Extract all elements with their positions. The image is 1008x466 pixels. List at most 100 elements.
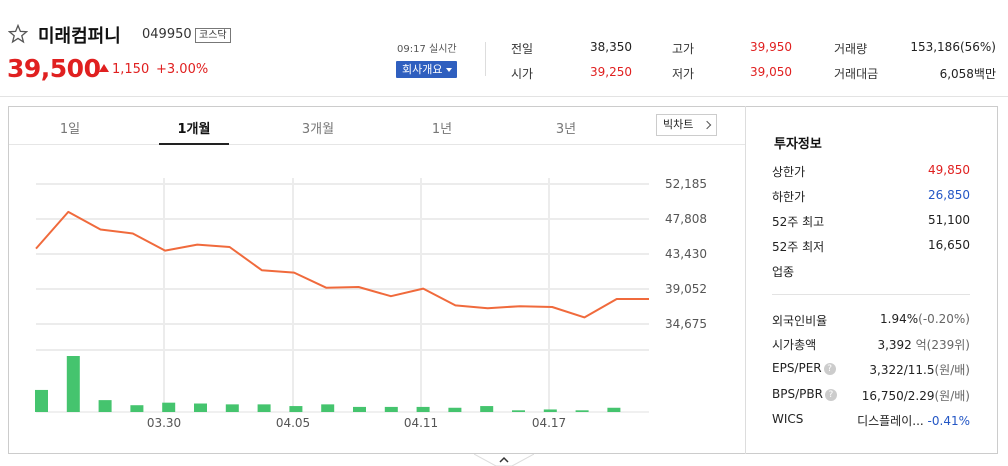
industry-label: 업종 xyxy=(772,265,795,279)
volume-bar xyxy=(225,404,239,412)
low-value: 39,050 xyxy=(750,65,792,79)
caret-down-icon xyxy=(446,68,452,72)
tab-bar-divider xyxy=(9,144,745,145)
volume-bar xyxy=(194,403,207,412)
invest-info-title: 투자정보 xyxy=(774,137,822,152)
x-tick-label: 04.17 xyxy=(532,416,566,430)
foreign-ratio-row: 외국인비율 1.94%(-0.20%) xyxy=(772,312,970,330)
lower-limit-value: 26,850 xyxy=(928,188,970,202)
turnover-label: 거래대금 xyxy=(834,67,879,81)
open-value: 39,250 xyxy=(590,65,632,79)
company-info-button[interactable]: 회사개요 xyxy=(396,61,457,78)
volume-bar xyxy=(543,409,557,412)
volume-value: 153,186(56%) xyxy=(910,40,996,54)
volume-bar xyxy=(98,400,112,412)
volume-bar xyxy=(353,406,366,412)
prev-close-value: 38,350 xyxy=(590,40,632,54)
wics-row: WICS 디스플레이... -0.41% xyxy=(772,412,970,430)
realtime-timestamp: 09:17 실시간 xyxy=(397,44,457,55)
volume-bar xyxy=(162,402,176,412)
price-change-pct: +3.00% xyxy=(156,62,209,77)
lower-limit-label: 하한가 xyxy=(772,190,806,204)
market-cap-value: 3,392 xyxy=(877,338,912,352)
help-icon[interactable]: ? xyxy=(824,389,837,401)
active-tab-indicator xyxy=(159,143,229,145)
volume-bar xyxy=(66,356,80,412)
bps-pbr-row: BPS/PBR? 16,750/2.29(원/배) xyxy=(772,387,970,405)
volume-bar xyxy=(575,410,589,412)
price-line xyxy=(35,210,649,319)
tab-3year[interactable]: 3년 xyxy=(555,122,577,137)
panel-divider xyxy=(745,106,746,454)
market-cap-row: 시가총액 3,392 억(239위) xyxy=(772,336,970,354)
collapse-chevron-icon[interactable] xyxy=(474,454,534,466)
stock-chart[interactable]: 52,185 47,808 43,430 39,052 34,675 03.30 04.05… xyxy=(9,146,745,453)
industry-row[interactable]: 업종 xyxy=(772,263,970,281)
volume-bar xyxy=(416,406,430,412)
upper-limit-value: 49,850 xyxy=(928,163,970,177)
bps-pbr-value: 16,750/2.29 xyxy=(861,389,935,403)
low-label: 저가 xyxy=(672,67,695,81)
tab-1day[interactable]: 1일 xyxy=(59,122,81,137)
bps-pbr-label: BPS/PBR xyxy=(772,387,823,401)
tab-1month[interactable]: 1개월 xyxy=(177,122,211,137)
chevron-right-icon xyxy=(702,120,712,130)
wics-label: WICS xyxy=(772,412,804,426)
wics-change: -0.41% xyxy=(927,414,970,428)
stock-code: 049950 xyxy=(142,27,192,42)
market-cap-unit: 억(239위) xyxy=(915,338,970,352)
market-badge: 코스닥 xyxy=(195,28,231,43)
big-chart-button[interactable]: 빅차트 xyxy=(656,114,717,136)
wics-value[interactable]: 디스플레이... xyxy=(857,414,924,428)
divider xyxy=(485,42,486,76)
volume-bar xyxy=(384,406,398,412)
volume-bar xyxy=(321,404,335,412)
company-info-label: 회사개요 xyxy=(402,63,443,76)
volume-bar xyxy=(35,389,48,412)
low-52w-row: 52주 최저 16,650 xyxy=(772,238,970,256)
eps-per-label: EPS/PER xyxy=(772,361,822,375)
prev-close-label: 전일 xyxy=(511,42,534,56)
x-tick-label: 03.30 xyxy=(147,416,181,430)
high-52w-label: 52주 최고 xyxy=(772,215,825,229)
foreign-ratio-value: 1.94% xyxy=(880,312,919,326)
y-tick-label: 39,052 xyxy=(665,282,707,296)
y-tick-label: 47,808 xyxy=(665,212,707,226)
price-change: 1,150 xyxy=(112,62,150,77)
y-tick-label: 52,185 xyxy=(665,177,707,191)
volume-bar xyxy=(257,404,271,412)
big-chart-label: 빅차트 xyxy=(663,118,694,131)
header-divider xyxy=(0,96,1008,97)
foreign-ratio-change: (-0.20%) xyxy=(918,312,970,326)
volume-bar xyxy=(480,406,494,412)
low-52w-value: 16,650 xyxy=(928,238,970,252)
tab-1year[interactable]: 1년 xyxy=(431,122,453,137)
volume-bar xyxy=(607,407,621,412)
upper-limit-row: 상한가 49,850 xyxy=(772,163,970,181)
foreign-ratio-label: 외국인비율 xyxy=(772,314,828,328)
market-cap-label: 시가총액 xyxy=(772,338,817,352)
eps-per-unit: (원/배) xyxy=(934,363,971,377)
help-icon[interactable]: ? xyxy=(823,363,836,375)
high-52w-value: 51,100 xyxy=(928,213,970,227)
tab-3month[interactable]: 3개월 xyxy=(301,122,335,137)
eps-per-row: EPS/PER? 3,322/11.5(원/배) xyxy=(772,361,970,379)
volume-bar xyxy=(130,405,144,412)
turnover-value: 6,058백만 xyxy=(939,67,996,81)
bps-pbr-unit: (원/배) xyxy=(934,389,971,403)
upper-limit-label: 상한가 xyxy=(772,165,806,179)
volume-bar xyxy=(289,406,303,412)
y-tick-label: 43,430 xyxy=(665,247,707,261)
open-label: 시가 xyxy=(511,67,534,81)
eps-per-value: 3,322/11.5 xyxy=(869,363,935,377)
up-arrow-icon xyxy=(99,64,109,72)
volume-bar xyxy=(448,407,462,412)
x-tick-label: 04.05 xyxy=(276,416,310,430)
current-price: 39,500 xyxy=(7,54,101,83)
y-tick-label: 34,675 xyxy=(665,317,707,331)
company-name: 미래컴퍼니 xyxy=(38,26,121,47)
favorite-star-icon[interactable] xyxy=(8,24,28,44)
x-tick-label: 04.11 xyxy=(404,416,438,430)
volume-label: 거래량 xyxy=(834,42,868,56)
low-52w-label: 52주 최저 xyxy=(772,240,825,254)
